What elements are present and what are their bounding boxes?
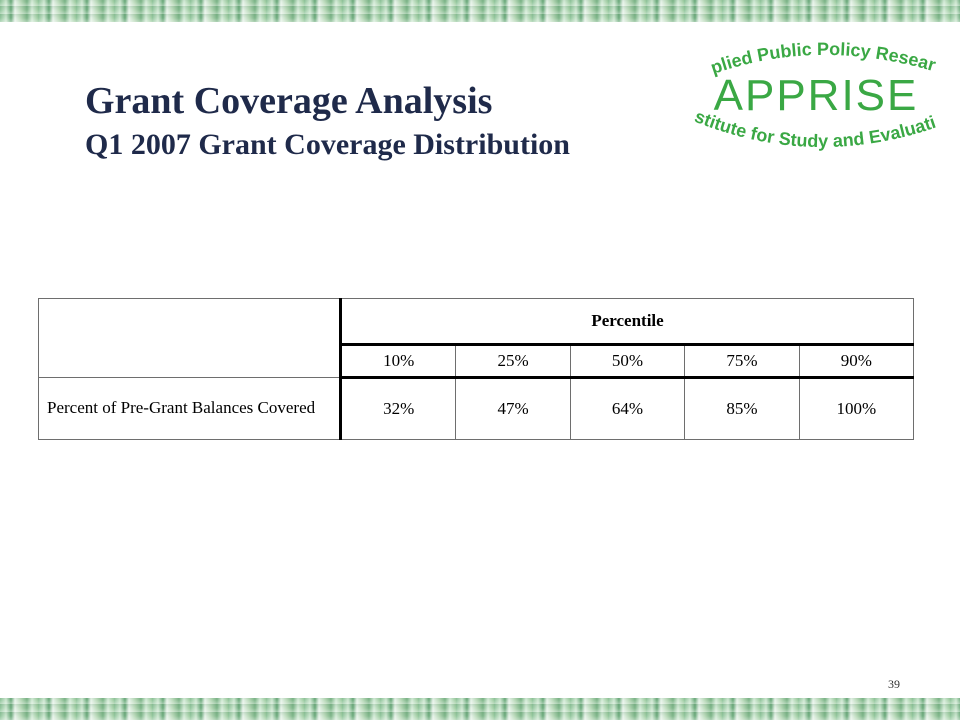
table-corner-cell — [37, 298, 342, 378]
page-number: 39 — [888, 677, 900, 691]
decorative-border-bottom — [0, 698, 960, 720]
value-cell: 85% — [684, 377, 800, 440]
decorative-border-top — [0, 0, 960, 22]
percentile-cell: 25% — [455, 344, 571, 379]
logo-name: APPRISE — [714, 71, 919, 120]
slide-title: Grant Coverage Analysis Q1 2007 Grant Co… — [85, 82, 570, 160]
percentile-table: Percentile 10% 25% 50% 75% 90% Percent o… — [37, 298, 915, 440]
percentile-row: 10% 25% 50% 75% 90% — [39, 344, 915, 379]
value-cell: 100% — [798, 377, 915, 440]
percentile-group-header: Percentile — [339, 298, 914, 346]
title-subtitle: Q1 2007 Grant Coverage Distribution — [85, 128, 570, 161]
title-main: Grant Coverage Analysis — [85, 80, 493, 122]
row-label: Percent of Pre-Grant Balances Covered — [37, 377, 342, 440]
value-cell: 64% — [569, 377, 686, 440]
value-cell: 47% — [455, 377, 571, 440]
percentile-cell: 90% — [798, 344, 915, 379]
percentile-cell: 10% — [339, 344, 457, 379]
apprise-logo: Applied Public Policy Research APPRISE I… — [686, 38, 938, 151]
percentile-cell: 50% — [569, 344, 686, 379]
table-header-row: Percentile — [37, 298, 914, 378]
table-row: Percent of Pre-Grant Balances Covered 32… — [37, 377, 915, 440]
percentile-cell: 75% — [684, 344, 800, 379]
value-cell: 32% — [339, 377, 457, 440]
